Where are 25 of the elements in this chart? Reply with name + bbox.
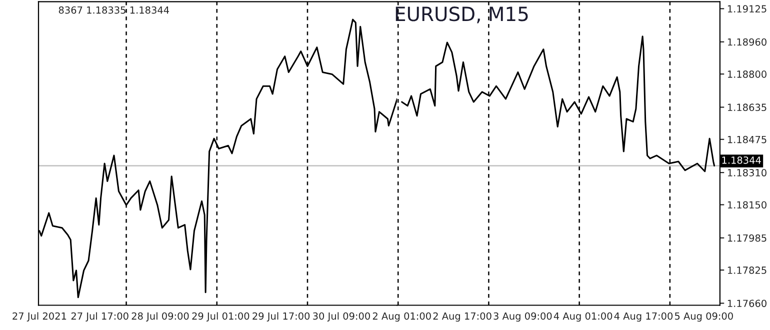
- y-tick-label: 1.19125: [728, 5, 766, 13]
- y-tick-label: 1.18960: [728, 38, 766, 46]
- y-tick-label: 1.18150: [728, 201, 766, 209]
- y-tick-label: 1.17660: [728, 300, 766, 308]
- x-tick-label: 29 Jul 17:00: [252, 312, 310, 322]
- x-tick-label: 27 Jul 17:00: [71, 312, 128, 322]
- y-tick-label: 1.17985: [728, 234, 766, 242]
- annotation: 8367 1.18335 1.18344: [58, 6, 170, 14]
- x-tick-label: 30 Jul 09:00: [313, 312, 370, 322]
- y-tick-label: 1.17825: [728, 266, 766, 274]
- ref-line-label: 1.18344: [722, 156, 761, 164]
- x-tick-label: 3 Aug 09:00: [494, 312, 552, 322]
- x-tick-label: 2 Aug 17:00: [433, 312, 492, 322]
- x-tick-label: 4 Aug 01:00: [554, 312, 612, 322]
- y-tick-label: 1.18800: [728, 70, 766, 78]
- x-tick-label: 5 Aug 09:00: [674, 312, 733, 322]
- y-tick-label: 1.18310: [728, 169, 766, 176]
- chart-title: EURUSD, M15: [396, 6, 528, 24]
- y-tick-label: 1.18475: [728, 136, 766, 144]
- x-tick-label: 2 Aug 01:00: [372, 312, 431, 322]
- y-tick-label: 1.18635: [728, 104, 766, 112]
- x-tick-label: 4 Aug 17:00: [614, 312, 673, 322]
- x-tick-label: 29 Jul 01:00: [192, 312, 250, 322]
- x-tick-label: 27 Jul 2021: [12, 312, 66, 322]
- x-tick-label: 28 Jul 09:00: [132, 312, 189, 322]
